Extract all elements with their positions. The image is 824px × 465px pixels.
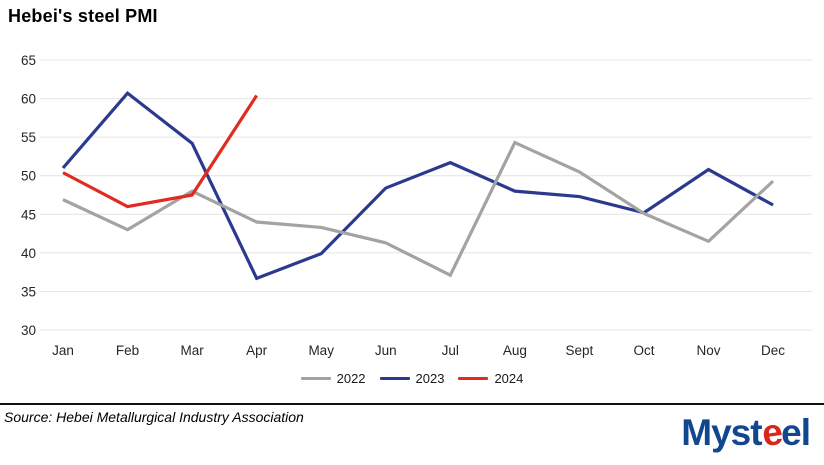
- y-tick-label-65: 65: [21, 53, 36, 68]
- x-tick-label-nov: Nov: [696, 343, 720, 358]
- x-tick-label-jun: Jun: [375, 343, 397, 358]
- legend-swatch-2023: [379, 376, 410, 380]
- legend-item-2023: 2023: [379, 370, 445, 386]
- x-tick-label-aug: Aug: [503, 343, 527, 358]
- y-tick-label-60: 60: [21, 92, 36, 107]
- x-tick-label-sept: Sept: [566, 343, 594, 358]
- x-tick-label-may: May: [308, 343, 334, 358]
- x-tick-label-mar: Mar: [180, 343, 204, 358]
- x-tick-label-jul: Jul: [442, 343, 459, 358]
- x-tick-label-jan: Jan: [52, 343, 74, 358]
- legend-label-2022: 2022: [336, 370, 366, 386]
- pmi-line-chart: 65 60 55 50 45 40 35 30 Jan Feb Mar Apr May Jun Jul Aug…: [21, 53, 812, 358]
- legend-label-2024: 2024: [494, 370, 524, 386]
- logo-text-part3: el: [781, 412, 811, 453]
- legend-label-2023: 2023: [415, 370, 445, 386]
- chart-legend: 2022 2023 2024: [0, 368, 824, 388]
- footer-divider: [0, 403, 824, 405]
- y-tick-label-55: 55: [21, 130, 36, 145]
- series-line-2023: [61, 90, 774, 281]
- legend-swatch-2024: [458, 376, 489, 380]
- x-tick-label-apr: Apr: [246, 343, 268, 358]
- series-line-2024: [62, 94, 258, 209]
- x-tick-label-oct: Oct: [633, 343, 654, 358]
- legend-item-2022: 2022: [300, 370, 366, 386]
- y-tick-label-30: 30: [21, 323, 36, 338]
- y-tick-label-45: 45: [21, 207, 36, 222]
- logo-text-part1: Myst: [681, 412, 762, 453]
- y-tick-label-50: 50: [21, 169, 36, 184]
- chart-title: Hebei's steel PMI: [8, 6, 158, 26]
- legend-swatch-2022: [300, 376, 331, 380]
- legend-item-2024: 2024: [458, 371, 523, 386]
- mysteel-logo: Mysteel: [681, 410, 811, 455]
- x-tick-label-dec: Dec: [761, 343, 785, 358]
- series-line-2022: [62, 140, 775, 278]
- x-tick-label-feb: Feb: [116, 343, 139, 358]
- logo-text-part2: e: [758, 410, 784, 455]
- source-attribution: Source: Hebei Metallurgical Industry Ass…: [4, 409, 304, 425]
- y-tick-label-40: 40: [21, 246, 36, 261]
- y-tick-label-35: 35: [21, 284, 36, 299]
